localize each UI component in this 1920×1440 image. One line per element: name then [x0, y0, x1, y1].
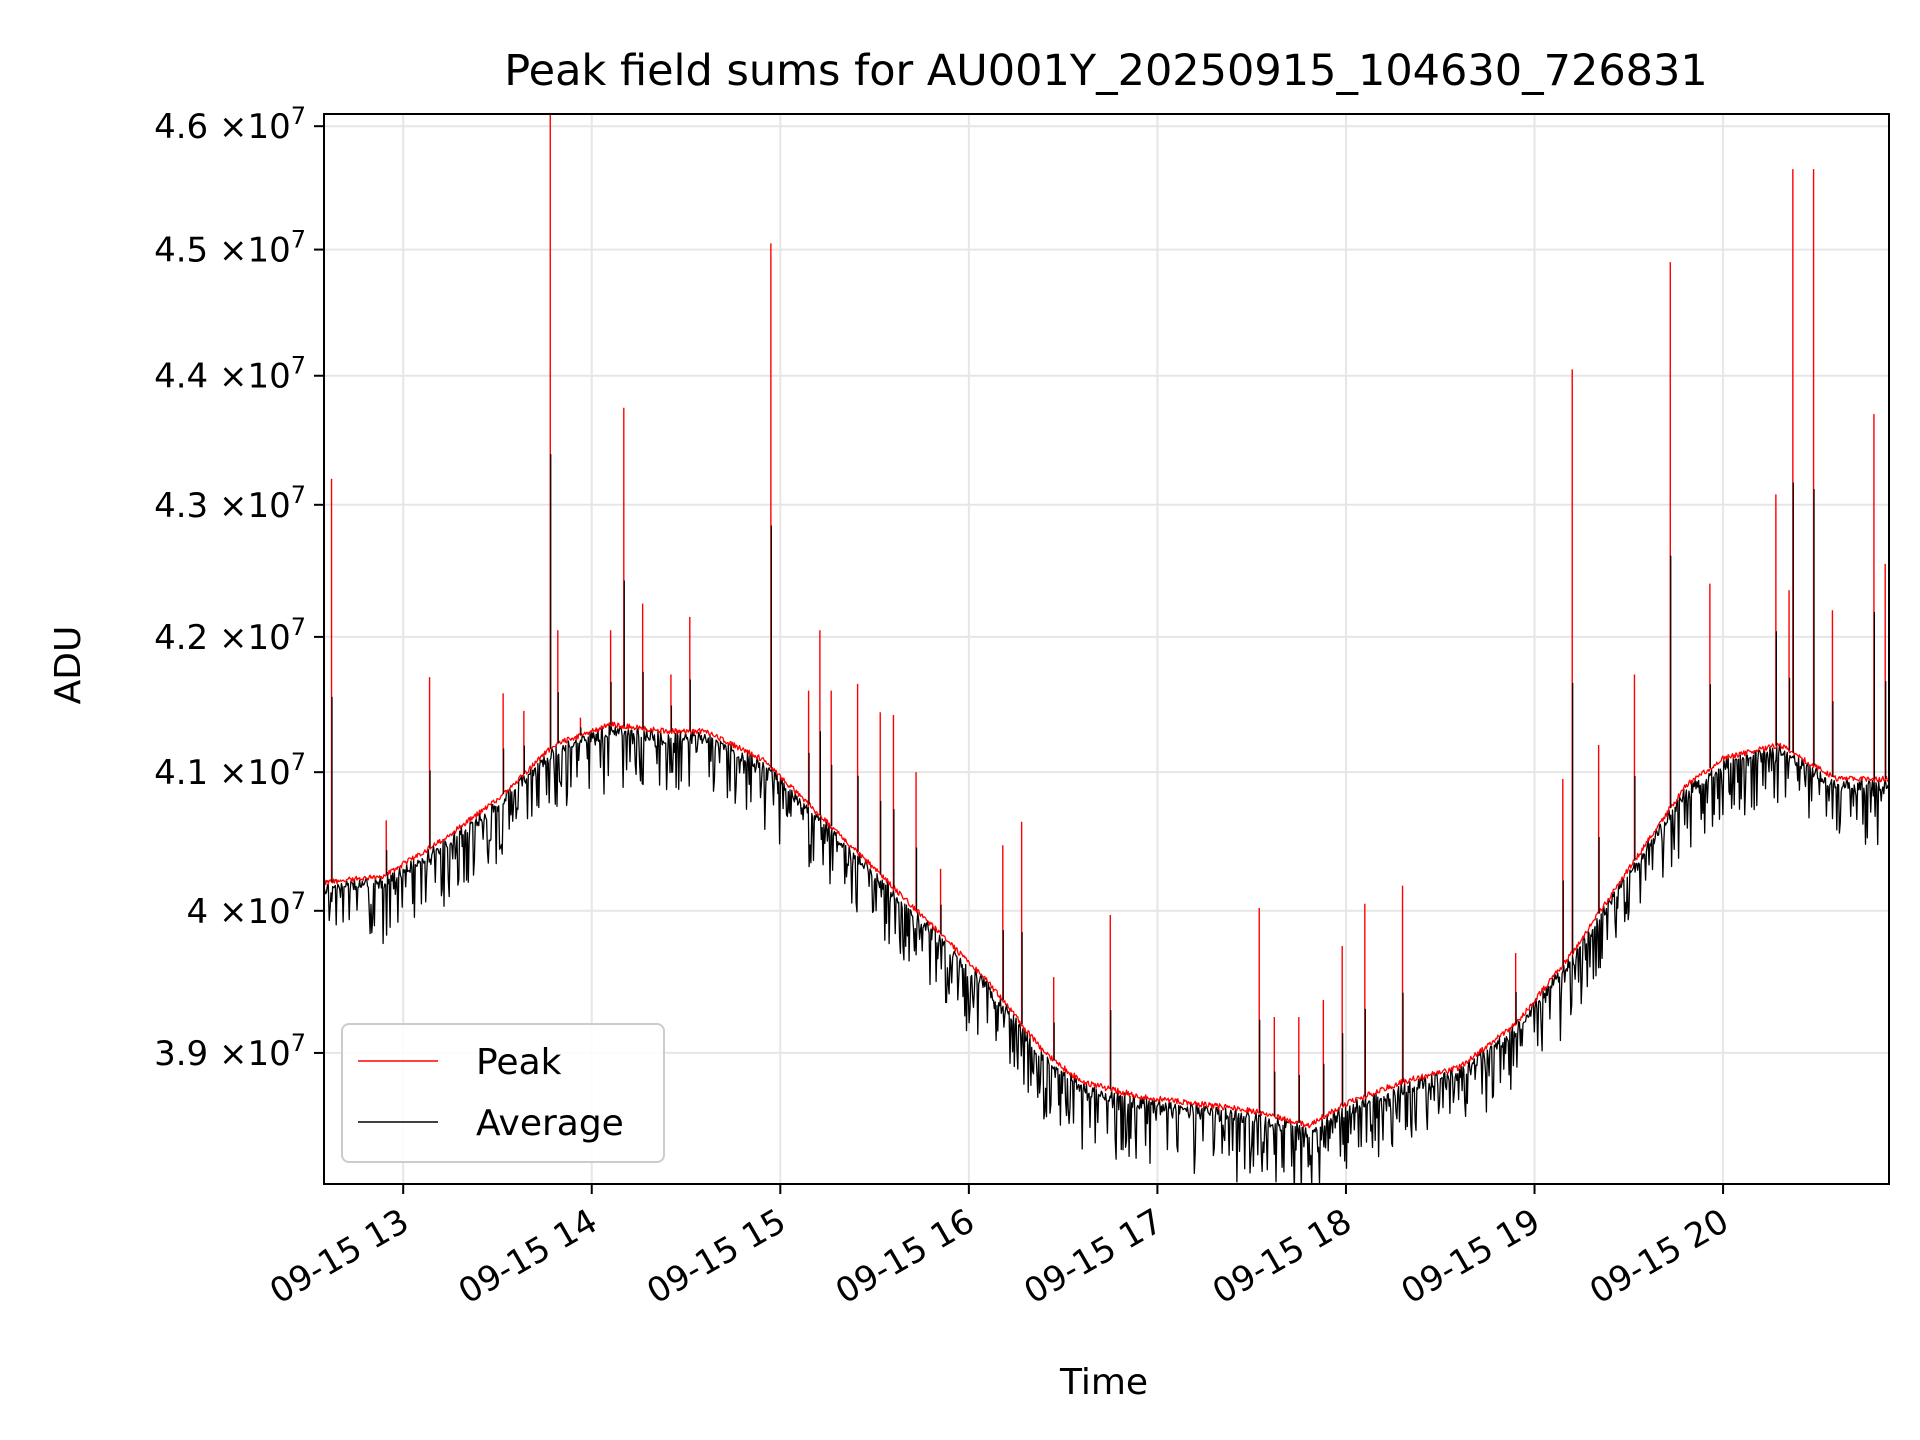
- legend-average-label: Average: [476, 1103, 624, 1144]
- y-axis: 3.9 ×107 4 ×107 4.1 ×107 4.2 ×107 4.3 ×107 4.…: [154, 102, 324, 1074]
- chart-title: Peak field sums for AU001Y_20250915_1046…: [504, 46, 1708, 96]
- legend-box: [341, 1023, 665, 1163]
- y-tick-label-2: 4.1 ×107: [154, 748, 306, 793]
- y-axis-label: ADU: [48, 626, 89, 705]
- y-tick-label-5: 4.4 ×107: [154, 352, 306, 397]
- y-tick-label-6: 4.5 ×107: [154, 226, 306, 271]
- y-tick-label-0: 3.9 ×107: [154, 1029, 306, 1074]
- legend: Peak Average: [341, 1023, 665, 1163]
- series-layer: [324, 114, 1889, 1184]
- y-tick-label-7: 4.6 ×107: [154, 102, 306, 147]
- y-tick-label-3: 4.2 ×107: [154, 613, 306, 658]
- peak-series-line: [324, 721, 1889, 1129]
- average-series-line: [324, 724, 1889, 1184]
- legend-peak-label: Peak: [476, 1042, 562, 1083]
- y-tick-label-1: 4 ×107: [187, 887, 307, 932]
- plot-area-frame: [323, 113, 1890, 1185]
- peak-spikes: [330, 114, 1887, 1123]
- x-axis-label: Time: [1059, 1362, 1148, 1403]
- y-tick-label-4: 4.3 ×107: [154, 481, 306, 526]
